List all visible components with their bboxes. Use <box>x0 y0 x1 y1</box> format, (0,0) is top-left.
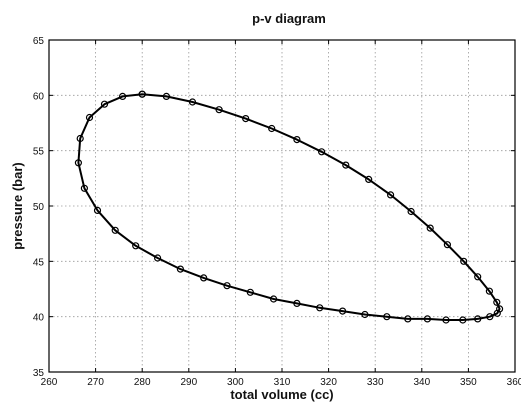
data-point-marker <box>138 90 146 98</box>
y-tick-label: 50 <box>33 202 45 213</box>
data-point-marker <box>387 191 395 199</box>
x-tick-label: 300 <box>227 377 244 388</box>
y-tick-label: 40 <box>33 313 45 324</box>
data-point-marker <box>442 316 450 324</box>
axis-ticks: 260 270 280 290 300 310 320 330 340 350 360 35 40 45 5… <box>33 36 521 388</box>
data-point-marker <box>270 295 278 303</box>
data-point-marker <box>485 287 493 295</box>
data-point-marker <box>493 298 501 306</box>
data-point-marker <box>474 315 482 323</box>
data-point-marker <box>493 309 501 317</box>
data-point-marker <box>365 175 373 183</box>
data-point-marker <box>76 134 84 143</box>
data-point-marker <box>242 114 250 123</box>
data-point-marker <box>246 288 254 296</box>
data-point-marker <box>423 315 431 323</box>
data-point-marker <box>223 282 231 290</box>
data-point-marker <box>383 313 391 321</box>
pv-curve-line <box>77 93 501 321</box>
data-point-marker <box>176 265 184 273</box>
x-tick-label: 330 <box>367 377 384 388</box>
data-point-marker <box>316 304 324 312</box>
data-point-marker <box>460 257 468 265</box>
data-point-marker <box>85 113 94 122</box>
data-point-marker <box>361 310 369 319</box>
data-point-marker <box>486 313 494 321</box>
x-tick-label: 270 <box>87 377 104 388</box>
x-tick-label: 320 <box>320 377 337 388</box>
data-point-marker <box>111 226 119 234</box>
data-point-marker <box>188 98 197 106</box>
y-tick-label: 60 <box>33 91 45 102</box>
data-point-marker <box>162 92 170 101</box>
data-point-marker <box>459 316 467 324</box>
data-point-marker <box>474 273 482 281</box>
data-point-marker <box>339 307 347 315</box>
x-tick-label: 340 <box>413 377 430 388</box>
series-layer <box>74 90 504 324</box>
data-point-marker <box>132 242 140 250</box>
data-point-marker <box>118 92 127 101</box>
data-point-marker <box>407 207 415 216</box>
data-point-marker <box>200 274 208 282</box>
x-tick-label: 290 <box>180 377 197 388</box>
x-tick-label: 280 <box>134 377 151 388</box>
y-tick-label: 65 <box>33 36 45 47</box>
x-tick-label: 360 <box>507 377 521 388</box>
data-point-marker <box>154 254 162 262</box>
data-point-marker <box>443 241 451 249</box>
data-point-marker <box>426 224 434 232</box>
data-point-marker <box>100 100 109 108</box>
x-tick-label: 310 <box>274 377 291 388</box>
grid-lines <box>49 40 515 372</box>
data-point-marker <box>342 161 350 169</box>
y-tick-label: 35 <box>33 368 45 379</box>
data-point-marker <box>318 148 326 156</box>
data-point-marker <box>80 184 89 192</box>
x-tick-label: 260 <box>41 377 58 388</box>
data-point-marker <box>293 136 301 144</box>
data-point-marker <box>404 315 412 323</box>
y-tick-label: 45 <box>33 257 45 268</box>
data-point-marker <box>268 124 276 133</box>
x-axis-label: total volume (cc) <box>230 387 333 402</box>
y-tick-label: 55 <box>33 147 45 158</box>
data-point-marker <box>93 206 102 214</box>
y-axis-label: pressure (bar) <box>10 162 25 249</box>
chart-title: p-v diagram <box>252 11 326 26</box>
x-tick-label: 350 <box>460 377 477 388</box>
data-point-marker <box>74 159 83 167</box>
data-point-marker <box>215 106 223 114</box>
data-point-marker <box>293 299 301 307</box>
